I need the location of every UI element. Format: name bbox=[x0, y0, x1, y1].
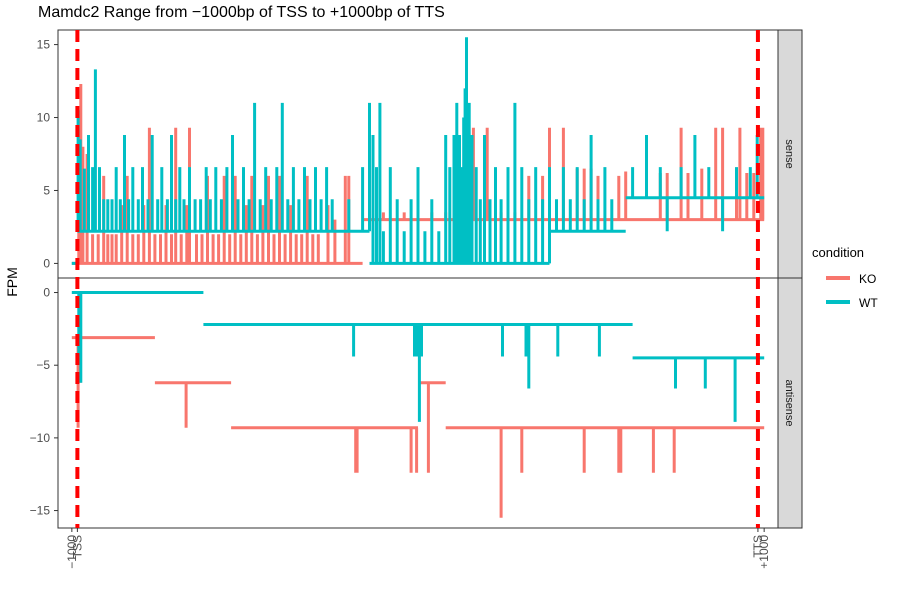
y-tick-label-sense: 5 bbox=[43, 183, 50, 197]
chart-title: Mamdc2 Range from −1000bp of TSS to +100… bbox=[38, 4, 445, 21]
y-tick-label-antisense: −5 bbox=[36, 358, 50, 372]
legend-label-wt: WT bbox=[859, 296, 878, 310]
y-tick-label-sense: 0 bbox=[43, 256, 50, 270]
y-tick-label-sense: 15 bbox=[37, 38, 51, 52]
y-tick-label-antisense: 0 bbox=[43, 286, 50, 300]
x-tick-label: TTS bbox=[751, 535, 765, 558]
series-line-wt-sense bbox=[71, 37, 765, 265]
y-tick-label-sense: 10 bbox=[37, 111, 51, 125]
y-axis-title: FPM bbox=[4, 267, 20, 297]
strip-antisense bbox=[777, 277, 803, 529]
data-layer bbox=[71, 37, 765, 518]
reference-lines bbox=[75, 30, 760, 528]
strip-label-antisense: antisense bbox=[783, 379, 795, 426]
x-tick-label: +1000 bbox=[757, 535, 771, 569]
y-tick-label-antisense: −15 bbox=[30, 504, 51, 518]
x-tick-label: TSS bbox=[70, 535, 84, 558]
y-tick-label-antisense: −10 bbox=[30, 431, 51, 445]
x-tick-label: −1000 bbox=[65, 535, 79, 569]
legend-label-ko: KO bbox=[859, 272, 876, 286]
legend-title: condition bbox=[812, 245, 864, 260]
series-line-wt-antisense bbox=[71, 291, 765, 422]
strip-label-sense: sense bbox=[783, 139, 795, 168]
